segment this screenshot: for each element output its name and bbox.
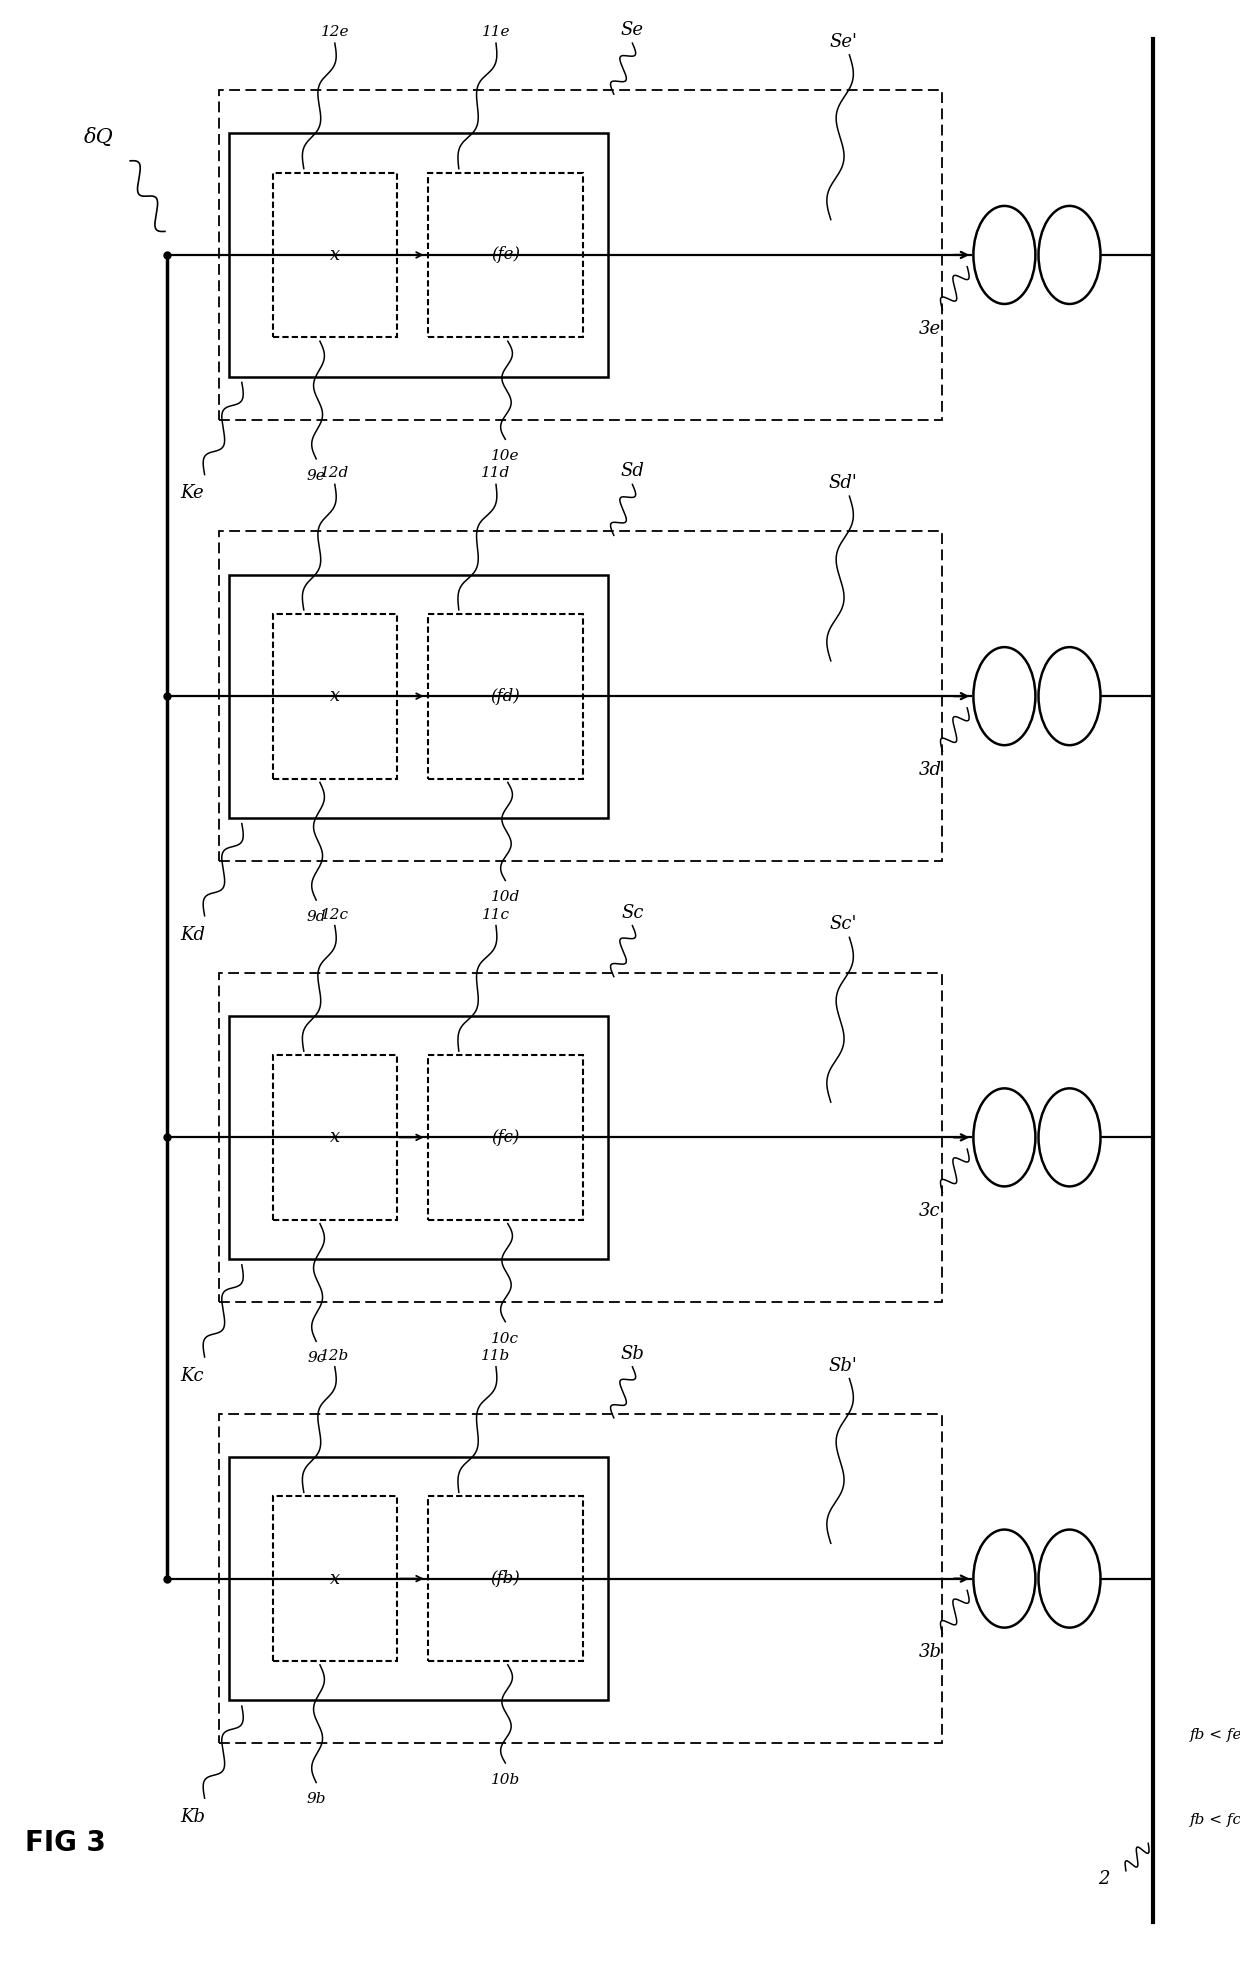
Text: Se': Se' [830, 33, 857, 51]
Text: x: x [330, 245, 340, 265]
Bar [219, 973, 942, 1302]
Bar [428, 173, 583, 337]
Bar [229, 133, 608, 377]
Text: 3d: 3d [919, 761, 941, 779]
Text: x: x [330, 686, 340, 706]
Text: 3e: 3e [919, 320, 941, 337]
Text: 9c: 9c [308, 1351, 325, 1365]
Text: Sd: Sd [620, 463, 645, 480]
Text: 11b: 11b [481, 1349, 511, 1363]
Text: (fd): (fd) [491, 688, 520, 704]
Text: x: x [330, 1569, 340, 1588]
Text: 3c: 3c [919, 1202, 941, 1220]
Text: 12c: 12c [321, 908, 348, 922]
Bar [229, 1457, 608, 1700]
Text: 10d: 10d [491, 890, 520, 904]
Bar [428, 1496, 583, 1661]
Bar [273, 1496, 397, 1661]
Text: Sb': Sb' [828, 1357, 858, 1375]
Text: Sc: Sc [621, 904, 644, 922]
Text: Kb: Kb [180, 1808, 205, 1826]
Text: 12e: 12e [321, 25, 348, 39]
Bar [273, 173, 397, 337]
Text: (fe): (fe) [491, 247, 520, 263]
Text: 11c: 11c [482, 908, 510, 922]
Bar [229, 575, 608, 818]
Text: fb < fc < fd ≤ fe: fb < fc < fd ≤ fe [1190, 1812, 1240, 1828]
Bar [273, 1055, 397, 1220]
Text: 10b: 10b [491, 1773, 520, 1786]
Text: 11e: 11e [482, 25, 510, 39]
Text: 3b: 3b [919, 1643, 941, 1661]
Text: (fb): (fb) [491, 1571, 520, 1586]
Bar [428, 1055, 583, 1220]
Bar [428, 614, 583, 779]
Text: Sc': Sc' [830, 916, 857, 933]
Text: 9d: 9d [306, 910, 326, 924]
Text: x: x [330, 1128, 340, 1147]
Bar [219, 90, 942, 420]
Text: Kd: Kd [180, 926, 205, 943]
Text: Kc: Kc [180, 1367, 203, 1384]
Text: 12b: 12b [320, 1349, 350, 1363]
Bar [273, 614, 397, 779]
Text: 2: 2 [1097, 1869, 1110, 1888]
Text: Ke: Ke [180, 484, 203, 502]
Bar [229, 1016, 608, 1259]
Text: 9e: 9e [306, 469, 326, 482]
Text: (fc): (fc) [491, 1130, 520, 1145]
Text: Se: Se [621, 22, 644, 39]
Bar [219, 1414, 942, 1743]
Text: Sb: Sb [620, 1345, 645, 1363]
Text: fb < fe: fb < fe [1190, 1728, 1240, 1743]
Text: Sd': Sd' [828, 475, 858, 492]
Text: 10c: 10c [491, 1332, 520, 1345]
Text: δQ: δQ [84, 127, 114, 147]
Bar [219, 531, 942, 861]
Text: FIG 3: FIG 3 [25, 1830, 105, 1857]
Text: 9b: 9b [306, 1792, 326, 1806]
Text: 10e: 10e [491, 449, 520, 463]
Text: 12d: 12d [320, 467, 350, 480]
Text: 11d: 11d [481, 467, 511, 480]
